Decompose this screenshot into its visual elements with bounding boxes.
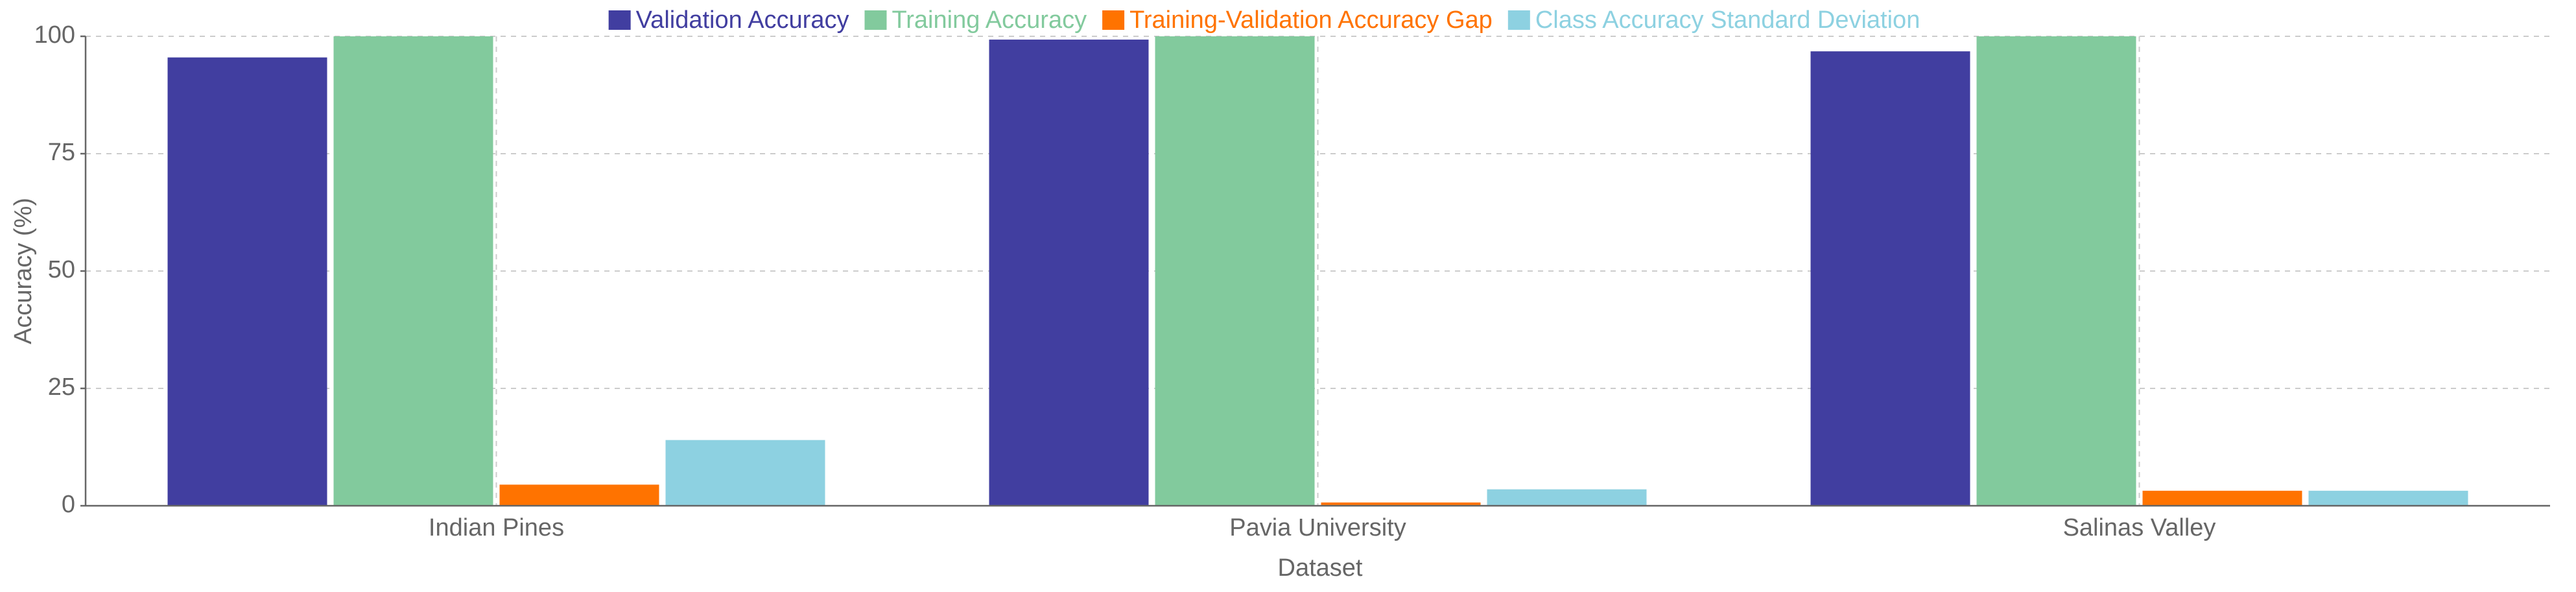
bar <box>333 36 493 506</box>
y-tick-label: 75 <box>48 139 75 166</box>
x-axis-label: Dataset <box>1278 554 1363 582</box>
bar <box>1321 502 1481 506</box>
legend-swatch <box>864 10 887 30</box>
legend-swatch <box>608 10 631 30</box>
bar <box>1487 489 1647 506</box>
bar <box>989 40 1149 506</box>
x-tick-label: Pavia University <box>1229 514 1406 541</box>
y-axis-label: Accuracy (%) <box>10 198 37 344</box>
legend-label: Class Accuracy Standard Deviation <box>1535 6 1920 34</box>
bar <box>665 440 825 506</box>
legend-swatch <box>1507 10 1530 30</box>
bar <box>2308 490 2468 506</box>
legend-label: Training Accuracy <box>892 6 1087 34</box>
legend-label: Training-Validation Accuracy Gap <box>1129 6 1493 34</box>
bar <box>1155 36 1315 506</box>
y-tick-label: 50 <box>48 256 75 283</box>
legend-label: Validation Accuracy <box>636 6 849 34</box>
bar <box>1976 36 2136 506</box>
x-tick-label: Salinas Valley <box>2063 514 2216 541</box>
y-tick-label: 100 <box>34 21 75 49</box>
bar <box>1810 51 1970 506</box>
bar <box>167 57 327 506</box>
y-tick-label: 0 <box>62 491 75 518</box>
legend-swatch <box>1102 10 1125 30</box>
y-tick-label: 25 <box>48 373 75 401</box>
x-tick-label: Indian Pines <box>429 514 564 541</box>
bar <box>499 484 659 506</box>
bar <box>2142 490 2302 506</box>
